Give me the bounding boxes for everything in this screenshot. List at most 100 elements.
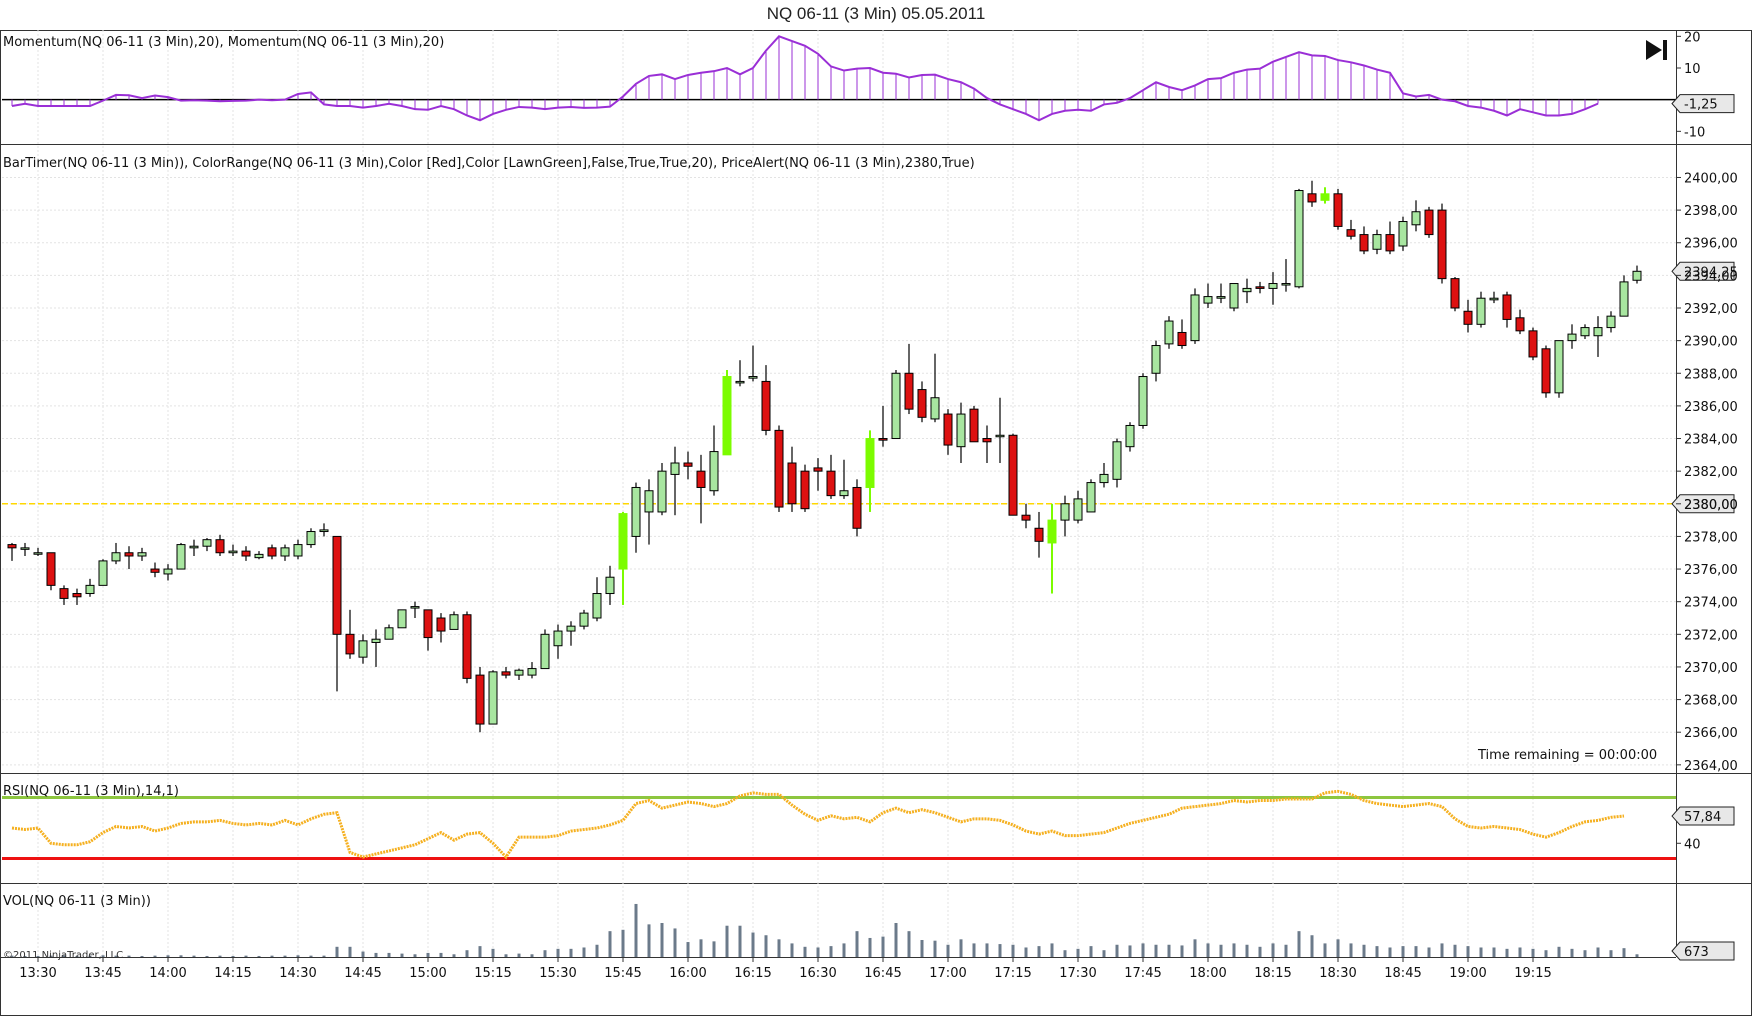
candle[interactable] — [371, 629, 381, 667]
candle[interactable] — [1190, 288, 1200, 344]
candle[interactable] — [410, 601, 420, 618]
candle[interactable] — [1437, 203, 1447, 284]
candle[interactable] — [813, 458, 823, 491]
candle[interactable] — [1632, 265, 1642, 284]
candle[interactable] — [1073, 490, 1083, 524]
candle[interactable] — [332, 535, 342, 692]
candle[interactable] — [1411, 200, 1421, 232]
rsi-panel[interactable]: 57,84 — [2, 789, 1735, 861]
candle[interactable] — [1541, 345, 1551, 398]
candle[interactable] — [1333, 188, 1343, 230]
candle[interactable] — [7, 542, 17, 561]
candle[interactable] — [254, 551, 264, 560]
candle[interactable] — [111, 542, 121, 565]
candle[interactable] — [904, 343, 914, 415]
candle[interactable] — [1307, 180, 1317, 207]
candle[interactable] — [1476, 291, 1486, 328]
candle[interactable] — [1554, 340, 1564, 398]
candle[interactable] — [59, 585, 69, 605]
candle[interactable] — [1177, 319, 1187, 349]
candle[interactable] — [696, 454, 706, 524]
candle[interactable] — [930, 353, 940, 423]
candle[interactable] — [1021, 503, 1031, 529]
candle[interactable] — [384, 624, 394, 640]
candle[interactable] — [1268, 272, 1278, 305]
candle[interactable] — [436, 613, 446, 643]
candle[interactable] — [280, 544, 290, 561]
candle[interactable] — [579, 609, 589, 630]
candle[interactable] — [306, 528, 316, 548]
candle[interactable] — [1138, 373, 1148, 429]
candle[interactable] — [423, 609, 433, 651]
candle[interactable] — [1320, 187, 1330, 204]
candle[interactable] — [618, 511, 628, 605]
candle[interactable] — [293, 539, 303, 560]
price-panel[interactable]: 2394,25 2380,00 — [2, 180, 1738, 733]
candle[interactable] — [995, 397, 1005, 463]
candle[interactable] — [1203, 283, 1213, 308]
candle[interactable] — [1424, 206, 1434, 238]
candle[interactable] — [85, 578, 95, 597]
candle[interactable] — [1359, 226, 1369, 255]
candle[interactable] — [1593, 316, 1603, 357]
candle[interactable] — [800, 464, 810, 512]
candle[interactable] — [189, 539, 199, 556]
candle[interactable] — [98, 559, 108, 586]
candle[interactable] — [462, 611, 472, 684]
candle[interactable] — [150, 562, 160, 578]
candle[interactable] — [657, 463, 667, 516]
candle[interactable] — [566, 621, 576, 646]
candle[interactable] — [865, 430, 875, 512]
candle[interactable] — [553, 624, 563, 659]
candle[interactable] — [46, 552, 56, 591]
candle[interactable] — [72, 588, 82, 605]
candle[interactable] — [228, 544, 238, 556]
candle[interactable] — [735, 360, 745, 387]
candle[interactable] — [241, 546, 251, 561]
candle[interactable] — [748, 345, 758, 382]
candle[interactable] — [891, 370, 901, 440]
candle[interactable] — [1008, 433, 1018, 516]
candle[interactable] — [1125, 422, 1135, 452]
candle[interactable] — [943, 409, 953, 455]
candle[interactable] — [1463, 299, 1473, 333]
go-to-last-bar-icon[interactable] — [1644, 38, 1670, 62]
candle[interactable] — [1099, 463, 1109, 488]
candle[interactable] — [540, 629, 550, 670]
candle[interactable] — [1112, 438, 1122, 488]
candle[interactable] — [33, 547, 43, 556]
candle[interactable] — [670, 446, 680, 516]
candle[interactable] — [1086, 479, 1096, 513]
candle[interactable] — [501, 666, 511, 679]
candle[interactable] — [1294, 188, 1304, 289]
candle[interactable] — [137, 547, 147, 561]
candle[interactable] — [358, 634, 368, 664]
candle[interactable] — [1385, 221, 1395, 255]
candle[interactable] — [1515, 309, 1525, 335]
candle[interactable] — [319, 523, 329, 537]
candle[interactable] — [163, 564, 173, 581]
candle[interactable] — [631, 482, 641, 553]
candle[interactable] — [709, 425, 719, 496]
candle[interactable] — [826, 454, 836, 499]
candle[interactable] — [1580, 324, 1590, 339]
candle[interactable] — [176, 542, 186, 570]
candle[interactable] — [1606, 311, 1616, 333]
candle[interactable] — [514, 668, 524, 680]
candle[interactable] — [1372, 229, 1382, 255]
candle[interactable] — [1255, 281, 1265, 294]
candle[interactable] — [1060, 495, 1070, 537]
candle[interactable] — [1450, 277, 1460, 312]
candle[interactable] — [345, 609, 355, 659]
candle[interactable] — [475, 666, 485, 733]
candle[interactable] — [722, 370, 732, 456]
candle[interactable] — [1034, 511, 1044, 558]
candle[interactable] — [644, 479, 654, 545]
candle[interactable] — [787, 446, 797, 512]
candle[interactable] — [761, 365, 771, 436]
candle[interactable] — [1528, 327, 1538, 361]
candle[interactable] — [1346, 219, 1356, 240]
candle[interactable] — [956, 402, 966, 463]
candle[interactable] — [1489, 291, 1499, 304]
